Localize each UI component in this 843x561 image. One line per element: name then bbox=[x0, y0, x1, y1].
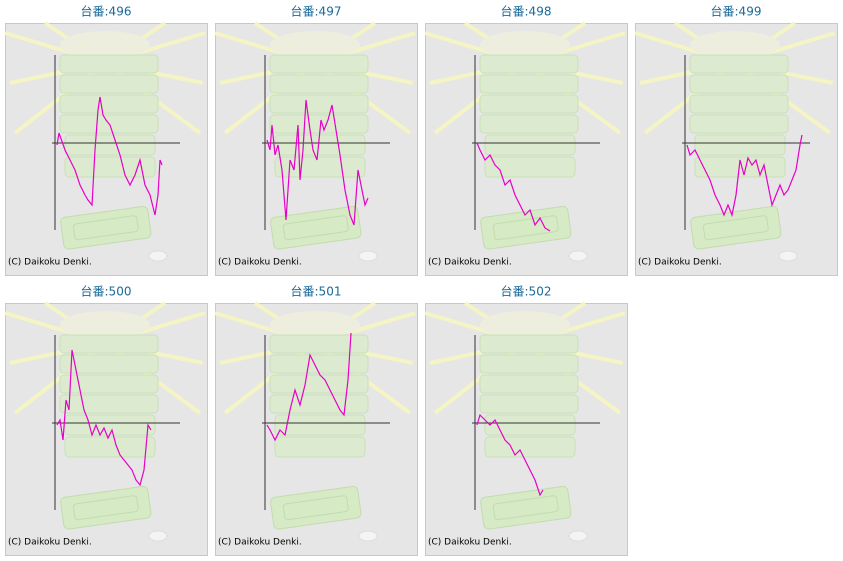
copyright: (C) Daikoku Denki. bbox=[428, 538, 512, 548]
copyright: (C) Daikoku Denki. bbox=[638, 258, 722, 268]
data-line bbox=[476, 413, 544, 497]
graph-panel: 台番:496 (C) Daikoku Denki. bbox=[3, 4, 208, 276]
panel-title: 台番:497 bbox=[291, 4, 342, 19]
data-line bbox=[266, 332, 352, 442]
graph-panel: 台番:502 (C) Daikoku Denki. bbox=[423, 284, 628, 556]
data-line bbox=[686, 134, 803, 218]
panel-title: 台番:501 bbox=[291, 284, 342, 299]
graph-panel: 台番:499 (C) Daikoku Denki. bbox=[633, 4, 838, 276]
copyright: (C) Daikoku Denki. bbox=[428, 258, 512, 268]
copyright: (C) Daikoku Denki. bbox=[8, 258, 92, 268]
data-line bbox=[476, 142, 551, 232]
copyright: (C) Daikoku Denki. bbox=[218, 258, 302, 268]
panel-title: 台番:498 bbox=[501, 4, 552, 19]
graph-panel: 台番:497 (C) Daikoku Denki. bbox=[213, 4, 418, 276]
graph-panel: 台番:500 (C) Daikoku Denki. bbox=[3, 284, 208, 556]
graph-panel: 台番:498 (C) Daikoku Denki. bbox=[423, 4, 628, 276]
graph-panel: 台番:501 (C) Daikoku Denki. bbox=[213, 284, 418, 556]
data-line bbox=[56, 96, 163, 216]
copyright: (C) Daikoku Denki. bbox=[8, 538, 92, 548]
panel-title: 台番:502 bbox=[501, 284, 552, 299]
copyright: (C) Daikoku Denki. bbox=[218, 538, 302, 548]
panel-title: 台番:499 bbox=[711, 4, 762, 19]
panel-title: 台番:500 bbox=[81, 284, 132, 299]
data-line bbox=[266, 99, 369, 226]
panel-title: 台番:496 bbox=[81, 4, 132, 19]
data-line bbox=[56, 349, 152, 487]
